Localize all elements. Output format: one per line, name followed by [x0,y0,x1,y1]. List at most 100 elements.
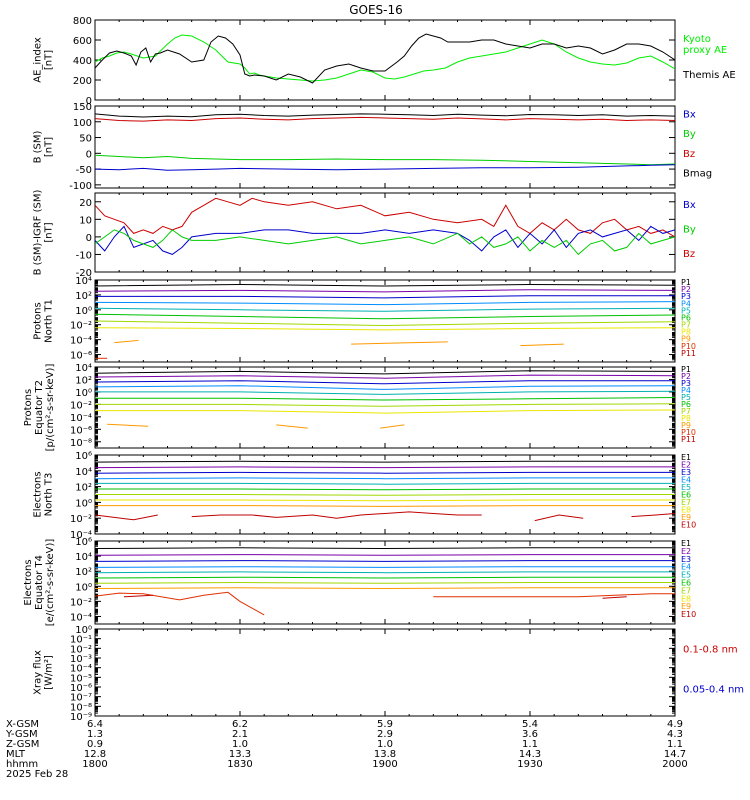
xaxis-value: 14.3 [519,749,541,760]
series-line-e8 [95,499,675,502]
panel-pn: 10⁴ 10² 10⁰ 10⁻² 10⁻⁴ 10⁻⁶ Protons North T1 P1P2… [33,276,696,363]
series-group [95,197,675,256]
series-line-e3 [95,471,675,474]
xaxis-row-label: X-GSM [6,719,39,730]
channel-label: E2 [681,547,691,556]
y-tick-label: 10⁻⁶ [70,425,92,436]
channel-label: P2 [681,372,691,381]
series-line-e9 [95,505,675,507]
y-axis-label: [W/m²] [44,655,55,690]
series-line-e8 [95,587,675,590]
series-line-e9b [433,593,675,598]
series-line-e2 [95,554,675,556]
legend-label: Kyoto [683,34,711,45]
xaxis-value: 12.8 [84,749,106,760]
channel-label: E9 [681,513,691,522]
series-line-e5 [95,482,675,485]
y-tick-label: 10⁻⁴ [70,612,92,623]
series-line-p9b [351,341,448,345]
series-line-e6 [95,576,675,579]
channel-label: P1 [681,278,691,287]
y-tick-label: 10⁻⁹ [70,712,92,723]
plot-title: GOES-16 [349,3,403,17]
series-line-p3 [95,295,675,299]
y-axis-label: Electrons [33,471,44,517]
series-line-e10b [602,596,627,599]
y-axis-label: North T1 [44,299,55,343]
channel-label: P6 [681,313,691,322]
xaxis-row-label: hhmm [6,759,38,770]
channel-label: E7 [681,586,691,595]
y-tick-label: 400 [73,56,92,67]
channel-label: P10 [681,342,696,351]
channel-label: E9 [681,602,691,611]
y-tick-label: 10⁴ [75,552,92,563]
xaxis-value: 0.9 [87,739,103,750]
series-line-p2 [95,374,675,379]
y-axis-label: Electrons [23,559,34,605]
channel-label: E7 [681,498,691,507]
series-line-e7 [95,581,675,584]
y-tick-label: 10⁰ [75,388,92,399]
channel-label: P8 [681,328,691,337]
y-tick-label: 10⁻² [70,644,92,655]
series-line-e4 [95,477,675,480]
legend-label: Bmag [683,168,712,179]
y-tick-label: 200 [73,76,92,87]
panel-frame [94,19,676,101]
series-line-e6 [95,488,675,491]
y-tick-label: 10⁻² [70,597,92,608]
y-axis-label: Xray flux [33,650,44,695]
xaxis-value: 6.4 [87,719,103,730]
y-tick-label: 10⁻⁴ [70,413,92,424]
series-line-p4 [95,301,675,306]
y-tick-label: 10⁻² [70,514,92,525]
y-tick-label: 10⁰ [75,498,92,509]
channel-label: P7 [681,321,691,330]
series-line-bx [95,225,675,255]
channel-label: P4 [681,386,691,395]
y-axis-label: Protons [33,302,44,339]
legend-label: Themis AE [682,70,736,81]
legend-label: Bz [683,249,695,260]
channel-label: E1 [681,453,691,462]
series-line-e4 [95,566,675,568]
y-tick-label: 10⁶ [75,451,92,462]
series-line-e10c [534,514,584,522]
channel-label: P5 [681,393,691,402]
series-line-p5 [95,390,675,395]
panel-bsm: -100 -50 0 50 100 150 B (SM) [nT] Bx By Bz Bmag [33,102,713,192]
series-line-e10 [95,514,158,521]
y-tick-label: 0 [86,233,92,244]
y-tick-label: 10⁴ [75,363,92,374]
y-axis-label: [p/(cm²-s-sr-keV)] [45,364,56,452]
y-tick-label: 10⁰ [75,306,92,317]
channel-label: P3 [681,292,691,301]
y-tick-label: 10⁻⁵ [70,673,92,684]
series-line-p3 [95,380,675,385]
y-axis-label: B (SM)-IGRF (SM) [33,190,44,276]
series-group [95,547,675,616]
series-line-e7 [95,494,675,496]
series-line-p9 [107,423,149,427]
series-line-p9 [114,339,139,344]
channel-label: E5 [681,571,691,580]
channel-label: E10 [681,610,696,619]
channel-label: E8 [681,506,691,515]
series-line-bz [95,116,675,122]
xaxis-value: 4.3 [667,729,683,740]
series-line-e5 [95,571,675,574]
series-line-bx [95,164,675,171]
series-line-themis-ae [95,33,675,84]
panel-bigrf: -20 -10 0 10 20 B (SM)-IGRF (SM) [nT] Bx By Bz [33,190,696,279]
series-group [95,33,675,84]
series-line-e1 [95,547,675,550]
y-tick-label: -100 [69,181,92,192]
y-tick-label: 20 [79,198,92,209]
series-line-e10b [191,511,482,519]
y-axis-label: [e/(cm²-s-sr-keV)] [45,539,56,627]
series-line-p4 [95,385,675,390]
